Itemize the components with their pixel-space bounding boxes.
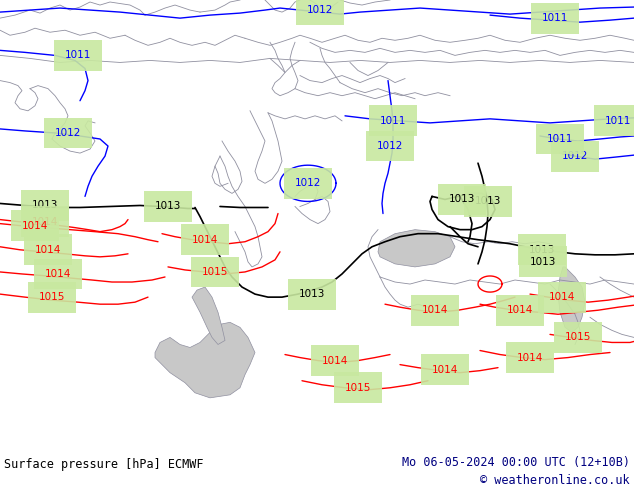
Text: © weatheronline.co.uk: © weatheronline.co.uk [481, 473, 630, 487]
Text: 1014: 1014 [192, 235, 218, 245]
Text: 1011: 1011 [542, 13, 568, 23]
Text: 1014: 1014 [549, 292, 575, 302]
Text: 1012: 1012 [295, 178, 321, 188]
Text: 1015: 1015 [39, 292, 65, 302]
Text: 1013: 1013 [32, 200, 58, 211]
Text: 1014: 1014 [45, 269, 71, 279]
Text: 1014: 1014 [422, 305, 448, 315]
Text: 1011: 1011 [65, 50, 91, 60]
Text: 1013: 1013 [530, 257, 556, 267]
Text: 1012: 1012 [377, 141, 403, 151]
Text: 1013: 1013 [299, 289, 325, 299]
Text: 1013: 1013 [475, 196, 501, 206]
Text: 1013: 1013 [529, 245, 555, 255]
Text: 1015: 1015 [345, 383, 371, 393]
Text: 1012: 1012 [562, 151, 588, 161]
Text: 1014: 1014 [22, 220, 48, 231]
Polygon shape [155, 322, 255, 398]
Text: 1015: 1015 [565, 332, 591, 343]
Text: 1014: 1014 [35, 245, 61, 255]
Text: 1011: 1011 [547, 134, 573, 144]
Text: 1012: 1012 [55, 128, 81, 138]
Text: 1012: 1012 [307, 5, 333, 15]
Text: 1011: 1011 [605, 116, 631, 126]
Polygon shape [558, 267, 585, 332]
Text: 1014: 1014 [432, 365, 458, 375]
Text: 1015: 1015 [202, 267, 228, 277]
Text: 1013: 1013 [155, 201, 181, 212]
Text: 1014: 1014 [32, 217, 58, 226]
Polygon shape [378, 230, 455, 267]
Text: 1014: 1014 [322, 356, 348, 366]
Text: 1013: 1013 [449, 195, 476, 204]
Polygon shape [192, 287, 225, 344]
Text: 1014: 1014 [517, 353, 543, 363]
Text: 1011: 1011 [380, 116, 406, 126]
Text: Surface pressure [hPa] ECMWF: Surface pressure [hPa] ECMWF [4, 458, 204, 471]
Text: 1014: 1014 [507, 305, 533, 315]
Text: Mo 06-05-2024 00:00 UTC (12+10B): Mo 06-05-2024 00:00 UTC (12+10B) [402, 456, 630, 469]
